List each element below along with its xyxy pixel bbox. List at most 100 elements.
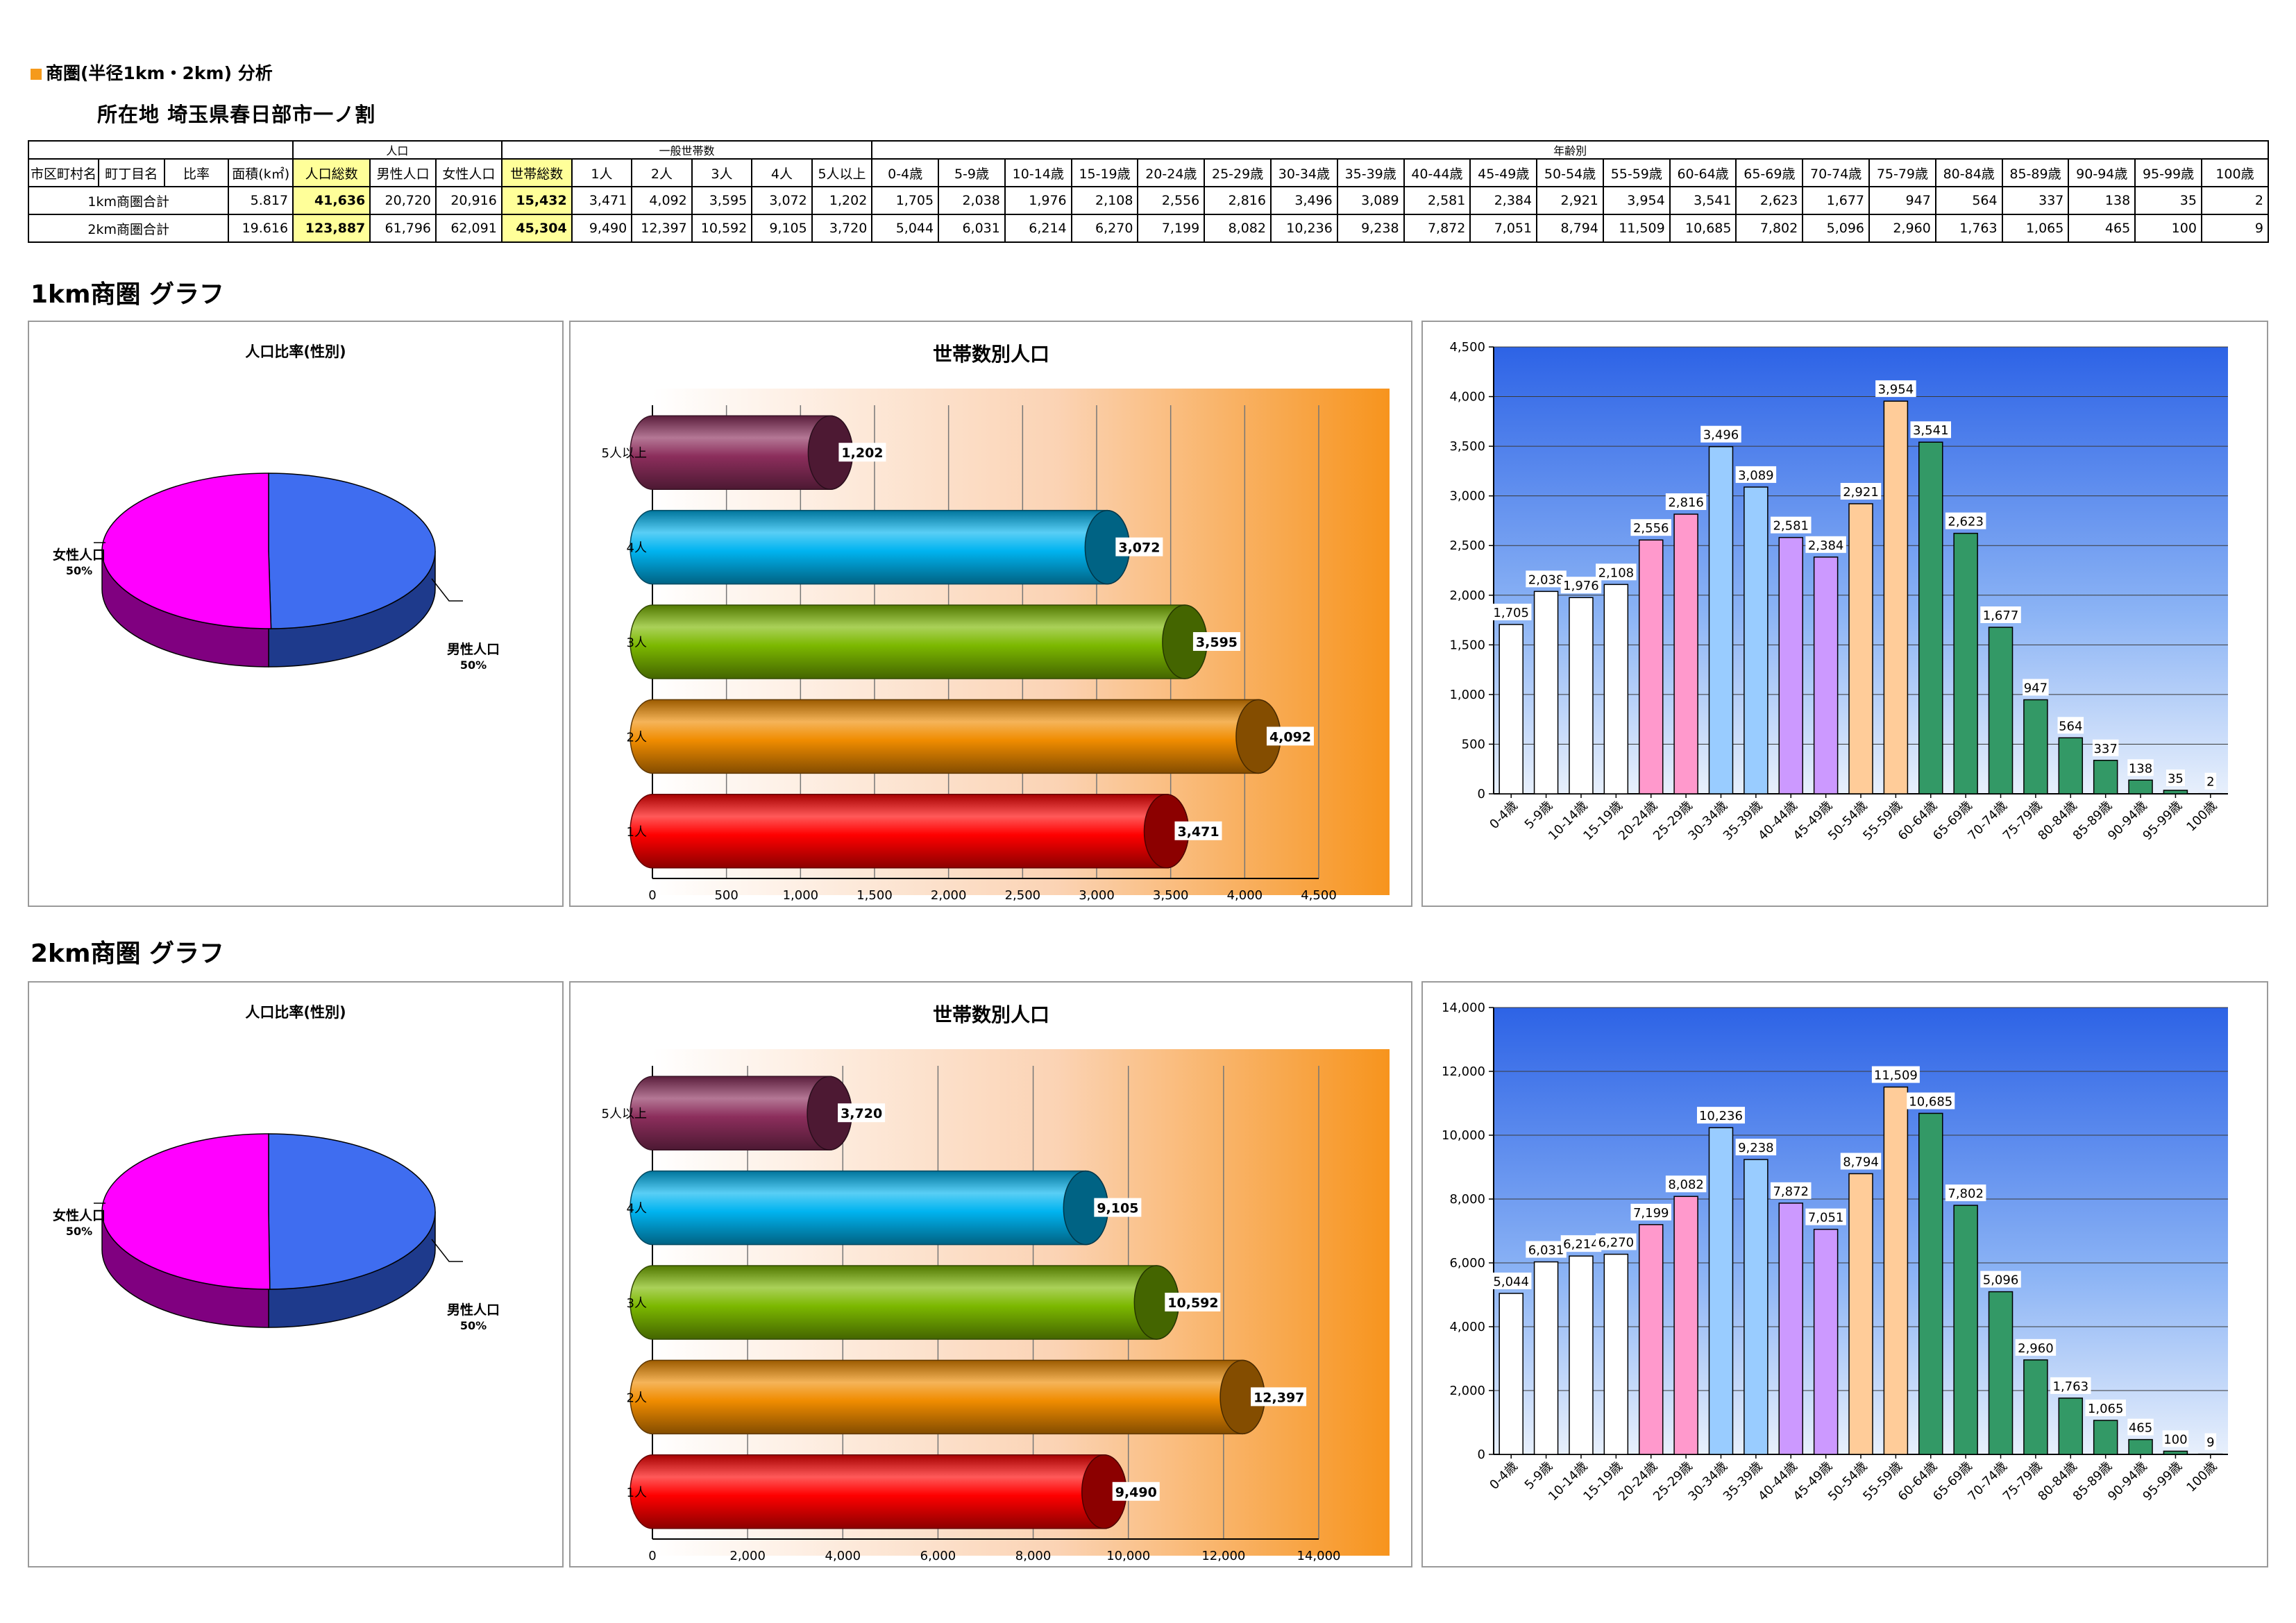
data-label-bg [1266,726,1314,746]
table-cell-age: 2,038 [938,186,1006,215]
table-cell-age: 3,954 [1602,186,1671,215]
data-label: 3,720 [841,1106,882,1121]
pie-slice-female [101,473,272,629]
table-cell-age: 2,556 [1137,186,1206,215]
x-tick-label: 0 [648,1549,656,1563]
x-tick-label: 2,500 [1005,888,1041,903]
bar [630,699,1281,774]
data-label: 5,044 [1493,1275,1529,1289]
table-column-header: 5-9歳 [938,158,1006,187]
table-cell-household: 9,105 [751,214,813,243]
x-tick-label: 14,000 [1297,1549,1341,1563]
bar [1918,441,1943,794]
x-tick-label: 0-4歳 [1487,799,1520,832]
data-label-bg [1174,821,1222,840]
pie-label-female: 女性人口 [53,547,105,563]
x-tick-label: 100歳 [2184,1459,2220,1495]
data-label-bg [1115,537,1163,556]
data-label-bg [1770,1182,1812,1199]
y-tick-label: 1人 [627,1486,647,1500]
table-cell-area: 19.616 [228,214,294,243]
data-label: 8,082 [1668,1178,1704,1192]
x-tick-label: 95-99歳 [2140,799,2185,844]
data-label: 3,595 [1196,635,1238,650]
data-label-bg [1696,1107,1745,1124]
bar [1708,1127,1734,1455]
x-tick-label: 0-4歳 [1487,1459,1520,1493]
data-label-bg [1596,563,1637,581]
table-column-header: 男性人口 [369,158,437,187]
data-label: 2,556 [1633,521,1669,536]
y-tick-label: 2人 [627,1391,647,1405]
data-label-bg [2127,759,2154,776]
x-tick-label: 500 [714,888,738,903]
y-tick-label: 5人以上 [602,1107,647,1121]
data-label: 3,954 [1878,382,1914,397]
y-tick-label: 1,000 [1449,688,1485,702]
bar [1953,1205,1978,1455]
bar [2058,737,2084,794]
data-label-bg [2162,1430,2189,1447]
data-label-bg [1560,577,1602,594]
table-cell-age: 2,108 [1070,186,1139,215]
data-label-bg [1805,1208,1846,1225]
data-label: 7,872 [1773,1184,1809,1199]
table-cell-age: 1,065 [2001,214,2070,243]
household-chart-panel-1km: 世帯数別人口 0 500 1,000 1,500 2,000 2,500 3,000 3,500… [569,321,1412,907]
y-tick-label: 4人 [627,1202,647,1216]
bar [2163,1450,2188,1455]
bar [1988,627,2014,794]
data-label: 5,096 [1983,1273,2019,1288]
table-group-households: 一般世帯数 [500,140,873,160]
table-cell-male: 61,796 [369,214,437,243]
data-label: 2,581 [1773,519,1809,534]
household-chart-1km: 世帯数別人口 0 500 1,000 1,500 2,000 2,500 3,000 3,500… [602,343,1390,903]
table-cell-male: 20,720 [369,186,437,215]
data-label-bg [1560,1235,1602,1252]
table-column-header: 45-49歳 [1469,158,1538,187]
data-label: 2,816 [1668,495,1704,510]
bar [1778,1203,1803,1455]
table-cell-age: 2 [2200,186,2270,215]
data-label: 6,214 [1563,1237,1599,1252]
data-label: 2,038 [1528,572,1564,587]
y-tick-label: 2人 [627,730,647,745]
table-cell-age: 2,623 [1735,186,1804,215]
x-tick-label: 3,500 [1153,888,1189,903]
table-column-header: 10-14歳 [1004,158,1072,187]
data-label-bg [1526,1241,1567,1258]
data-label-bg [1490,603,1532,620]
bar [630,1170,1109,1246]
y-tick-label: 14,000 [1442,1001,1485,1015]
age-chart-panel-1km: 0 500 1,000 1,500 2,000 2,500 3,000 3,500 4,000 4… [1421,321,2268,907]
section-title-2km: 2km商圏 グラフ [31,940,225,968]
table-column-header: 80-84歳 [1934,158,2003,187]
bar [1638,539,1664,794]
table-cell-age: 2,384 [1469,186,1538,215]
data-label-bg [1251,1387,1307,1407]
data-label: 1,763 [2053,1379,2089,1394]
table-cell-household: 3,720 [811,214,873,243]
data-label: 9 [2206,1436,2214,1450]
table-cell-hh-total: 45,304 [500,214,573,243]
data-label-bg [1875,380,1916,398]
y-tick-label: 500 [1462,737,1485,751]
bar [1499,1293,1523,1455]
y-tick-label: 4,000 [1449,1320,1485,1334]
data-label: 11,509 [1874,1069,1918,1083]
data-label-bg [2015,1339,2057,1356]
table-cell-age: 2,921 [1536,186,1604,215]
table-column-header: 30-34歳 [1270,158,1338,187]
data-label: 7,051 [1808,1211,1844,1225]
table-cell-age: 3,541 [1669,186,1737,215]
bar [2023,699,2048,794]
age-chart-2km: 0 2,000 4,000 6,000 8,000 10,000 12,000 14,000 5… [1442,1001,2228,1504]
data-label-bg [1980,1271,2021,1288]
data-label-bg [1945,512,1986,529]
data-label: 2,108 [1598,566,1635,580]
data-label: 564 [2059,719,2082,733]
table-cell-age: 6,031 [938,214,1006,243]
bar [1813,1228,1839,1455]
data-label: 9,238 [1738,1141,1774,1155]
table-header-row: 市区町村名 町丁目名 比率 面積(k㎡) 人口総数 男性人口 女性人口 世帯総数 1人 2人 3人 4… [28,158,2270,187]
